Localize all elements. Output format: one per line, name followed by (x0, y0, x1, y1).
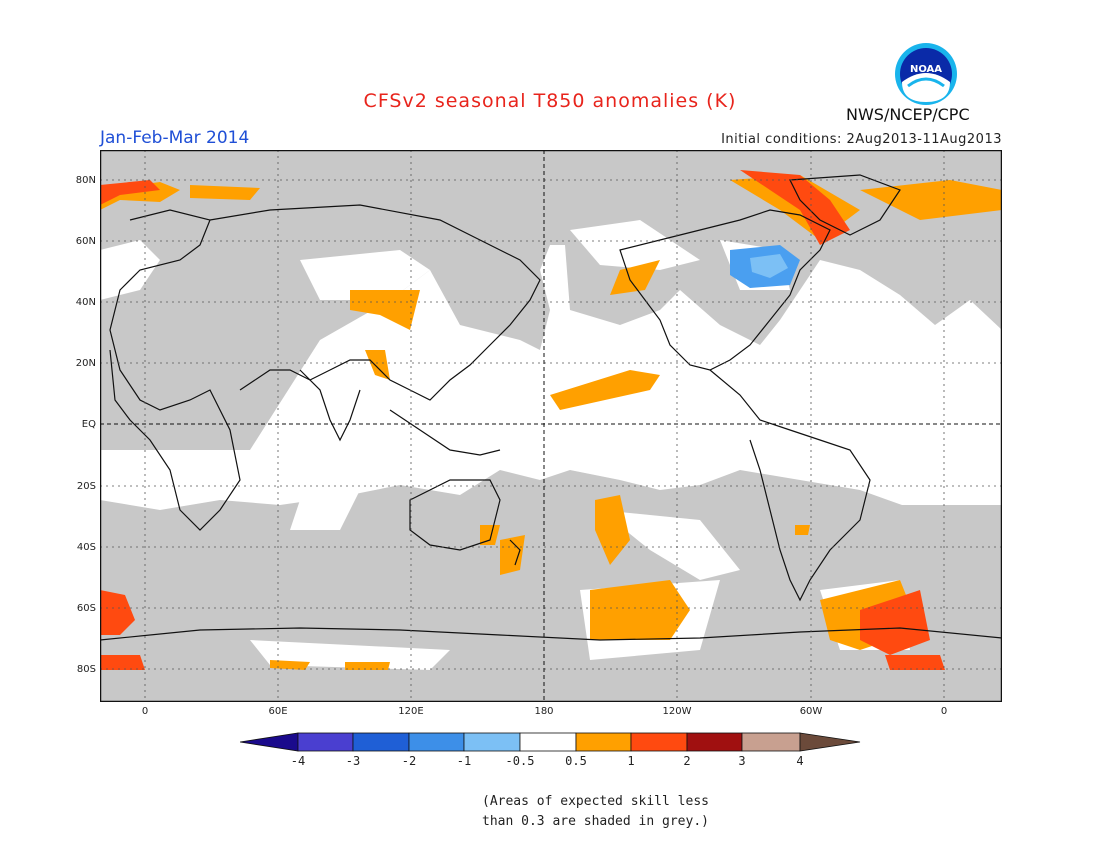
colorbar (239, 732, 862, 752)
colorbar-right-arrow (799, 732, 861, 752)
lat-label: 40N (75, 297, 96, 308)
lat-label: EQ (81, 419, 96, 430)
lon-label: 0 (940, 706, 948, 717)
lat-label: 20N (75, 358, 96, 369)
colorbar-label: 4 (796, 754, 804, 768)
lon-label: 0 (141, 706, 149, 717)
skill-note: (Areas of expected skill less than 0.3 a… (482, 792, 842, 832)
blue-regions (730, 245, 800, 288)
colorbar-segment (741, 732, 801, 752)
lon-label: 180 (534, 706, 554, 717)
season-label: Jan-Feb-Mar 2014 (100, 128, 250, 148)
lon-label: 120E (398, 706, 424, 717)
colorbar-segment (463, 732, 521, 752)
colorbar-segment (686, 732, 743, 752)
lat-label: 40S (76, 542, 96, 553)
lat-label: 60S (76, 603, 96, 614)
colorbar-label: -0.5 (505, 754, 535, 768)
lat-label: 80S (76, 664, 96, 675)
colorbar-label: 3 (738, 754, 746, 768)
agency-label: NWS/NCEP/CPC (846, 105, 970, 124)
coastlines (99, 174, 1003, 641)
colorbar-label: 2 (683, 754, 691, 768)
colorbar-segment (630, 732, 688, 752)
colorbar-label: -3 (345, 754, 361, 768)
noaa-logo-text: NOAA (909, 64, 943, 75)
colorbar-segment (575, 732, 632, 752)
noaa-logo: NOAA (894, 42, 958, 106)
lon-label: 60W (799, 706, 823, 717)
lon-label: 120W (662, 706, 692, 717)
initial-conditions: Initial conditions: 2Aug2013-11Aug2013 (721, 132, 1002, 147)
colorbar-label: 1 (627, 754, 635, 768)
colorbar-segment (352, 732, 410, 752)
colorbar-label: -1 (456, 754, 472, 768)
colorbar-label: -4 (290, 754, 306, 768)
graticule (100, 150, 1002, 702)
colorbar-segment (408, 732, 465, 752)
colorbar-segment (297, 732, 354, 752)
map-title: CFSv2 seasonal T850 anomalies (K) (363, 90, 737, 112)
lon-label: 60E (268, 706, 288, 717)
colorbar-segment (519, 732, 577, 752)
colorbar-label: 0.5 (565, 754, 587, 768)
skill-note-line: than 0.3 are shaded in grey.) (482, 814, 709, 829)
lat-label: 80N (75, 175, 96, 186)
colorbar-left-arrow (239, 732, 299, 752)
lat-label: 60N (75, 236, 96, 247)
lat-label: 20S (76, 481, 96, 492)
colorbar-label: -2 (401, 754, 417, 768)
anomaly-map (99, 149, 1003, 703)
skill-note-line: (Areas of expected skill less (482, 794, 709, 809)
